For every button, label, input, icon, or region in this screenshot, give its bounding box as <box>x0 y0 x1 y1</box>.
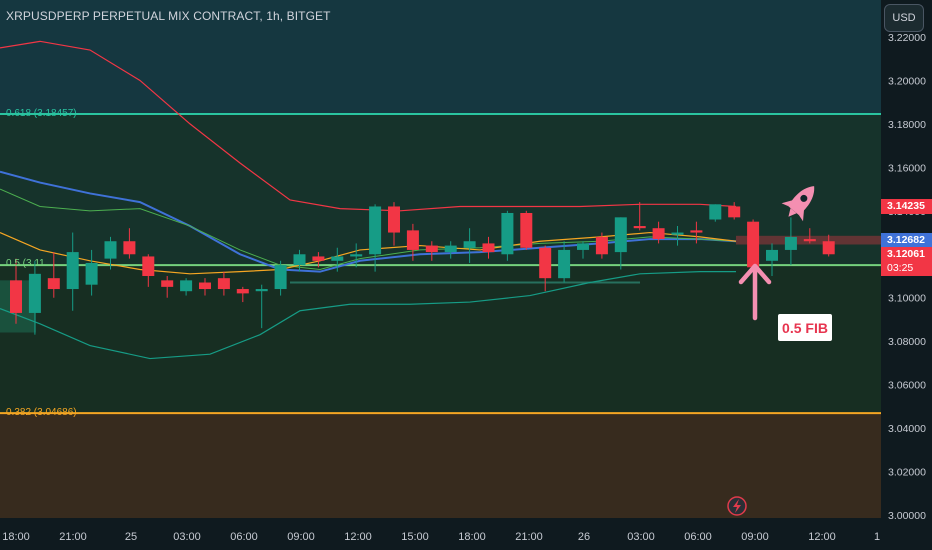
y-tick-label: 3.00000 <box>888 510 926 522</box>
fib-label-0618: 0.618 (3.18457) <box>6 108 77 119</box>
y-tick-label: 3.06000 <box>888 380 926 392</box>
candle-body <box>614 217 627 253</box>
candle-body <box>28 273 41 313</box>
candle-body <box>822 241 835 255</box>
y-tick-label: 3.20000 <box>888 75 926 87</box>
price-tag-3-14235: 3.14235 <box>881 199 932 214</box>
y-tick-label: 3.02000 <box>888 467 926 479</box>
bollinger-upper <box>0 40 737 212</box>
candle-body <box>690 230 703 233</box>
candle-body <box>482 243 495 253</box>
candle-body <box>784 236 797 250</box>
y-tick-label: 3.10000 <box>888 293 926 305</box>
candle-body <box>274 265 287 290</box>
candle-body <box>652 228 665 240</box>
x-tick-label: 26 <box>578 531 590 543</box>
x-tick-label: 21:00 <box>515 531 543 543</box>
x-tick-label: 1 <box>874 531 880 543</box>
time-axis-bar <box>0 518 932 550</box>
y-tick-label: 3.04000 <box>888 423 926 435</box>
candle-body <box>425 245 438 253</box>
currency-button[interactable]: USD <box>884 4 924 32</box>
candle-body <box>406 230 419 250</box>
candle-body <box>803 239 816 242</box>
candle-body <box>558 249 571 279</box>
y-tick-label: 3.18000 <box>888 119 926 131</box>
candle-body <box>501 212 514 255</box>
candle-body <box>671 232 684 235</box>
candle-body <box>66 252 79 290</box>
fib-label-05: 0.5 (3.11 <box>6 258 45 269</box>
candle-body <box>199 282 211 290</box>
candle-body <box>47 278 60 290</box>
candle-body <box>255 289 268 292</box>
zone-05-0382 <box>0 265 881 414</box>
x-tick-label: 03:00 <box>173 531 201 543</box>
x-tick-label: 09:00 <box>287 531 315 543</box>
candle-body <box>161 280 174 287</box>
price-tag-3-12061: 3.12061 <box>881 247 932 262</box>
lightning-bolt-icon <box>733 499 741 513</box>
zone-below-0382 <box>0 413 881 518</box>
candle-body <box>85 262 98 285</box>
up-arrow-icon <box>738 263 772 321</box>
x-tick-label: 06:00 <box>684 531 712 543</box>
candle-body <box>10 280 22 313</box>
y-tick-label: 3.16000 <box>888 162 926 174</box>
x-tick-label: 25 <box>125 531 137 543</box>
candle-body <box>728 206 741 218</box>
x-tick-label: 06:00 <box>230 531 258 543</box>
candle-body <box>633 226 646 229</box>
x-tick-label: 12:00 <box>808 531 836 543</box>
candle-body <box>293 254 306 266</box>
rocket-icon <box>781 186 815 222</box>
x-tick-label: 03:00 <box>627 531 655 543</box>
candle-body <box>520 212 533 248</box>
candle-body <box>142 256 155 276</box>
x-tick-label: 09:00 <box>741 531 769 543</box>
candle-body <box>444 245 457 253</box>
x-tick-label: 15:00 <box>401 531 429 543</box>
candle-body <box>747 221 760 268</box>
candle-body <box>312 256 325 261</box>
candle-body <box>388 206 400 233</box>
candle-body <box>123 241 136 255</box>
x-tick-label: 21:00 <box>59 531 87 543</box>
candle-body <box>217 278 230 290</box>
zone-above-0618 <box>0 0 881 114</box>
candle-body <box>104 241 117 259</box>
candle-body <box>331 256 344 261</box>
candle-body <box>350 254 363 257</box>
candle-body <box>709 204 722 220</box>
chart-title: XRPUSDPERP PERPETUAL MIX CONTRACT, 1h, B… <box>6 9 331 23</box>
x-tick-label: 12:00 <box>344 531 372 543</box>
x-tick-label: 18:00 <box>458 531 486 543</box>
candle-countdown: 03:25 <box>881 261 932 276</box>
candle-body <box>236 289 249 294</box>
candle-body <box>766 249 778 261</box>
candle-body <box>595 236 608 255</box>
zone-0618-05 <box>0 113 881 266</box>
candle-body <box>577 243 589 250</box>
y-tick-label: 3.22000 <box>888 32 926 44</box>
y-tick-label: 3.08000 <box>888 336 926 348</box>
candle-body <box>369 206 382 255</box>
candle-body <box>180 280 193 292</box>
x-tick-label: 18:00 <box>2 531 30 543</box>
candle-body <box>463 241 476 248</box>
candle-body <box>539 247 552 279</box>
fib-annotation-box[interactable]: 0.5 FIB <box>778 314 832 341</box>
price-tag-3-12682: 3.12682 <box>881 233 932 248</box>
bollinger-lower <box>0 271 736 360</box>
fib-label-0382: 0.382 (3.04686) <box>6 407 77 418</box>
